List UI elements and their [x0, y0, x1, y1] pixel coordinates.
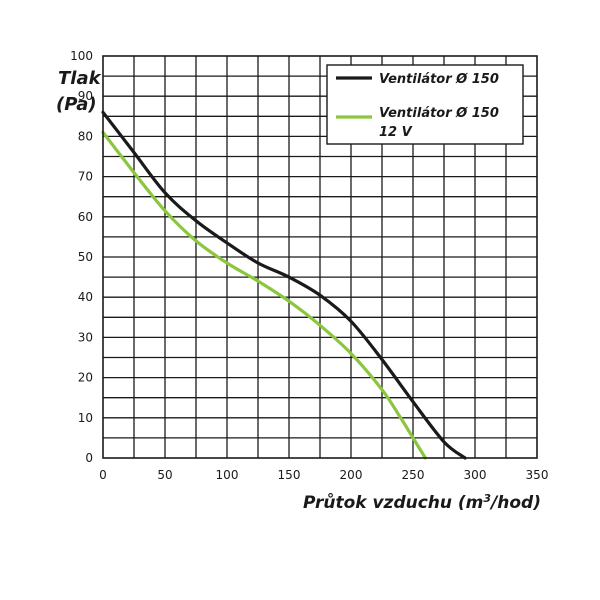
x-tick-label: 100 [216, 468, 239, 482]
y-tick-label: 100 [70, 49, 93, 63]
y-tick-label: 40 [78, 290, 93, 304]
x-tick-label: 300 [464, 468, 487, 482]
x-tick-label: 50 [157, 468, 172, 482]
y-tick-label: 70 [78, 170, 93, 184]
y-tick-label: 50 [78, 250, 93, 264]
y-tick-label: 60 [78, 210, 93, 224]
x-tick-label: 150 [278, 468, 301, 482]
x-tick-label: 350 [526, 468, 549, 482]
series-line-ventilator [101, 110, 467, 460]
y-tick-label: 80 [78, 129, 93, 143]
y-tick-label: 30 [78, 330, 93, 344]
x-tick-label: 200 [340, 468, 363, 482]
legend-label-ventilator-12v-line-2: 12 V [379, 125, 413, 140]
series-line-ventilator-12v [101, 130, 427, 460]
y-axis-title-line-1: Tlak [58, 68, 102, 89]
y-axis-title-line-2: (Pa) [56, 94, 97, 115]
legend: Ventilátor Ø 150 Ventilátor Ø 150 12 V [326, 64, 524, 145]
tick-layer: 0 50 100 150 200 250 300 350 0 10 20 30 40 50 60 70 80 90… [70, 49, 548, 482]
y-tick-label: 0 [85, 451, 93, 465]
y-tick-label: 90 [78, 89, 93, 103]
y-tick-label: 10 [78, 411, 93, 425]
x-tick-label: 0 [99, 468, 107, 482]
series-layer [101, 110, 467, 460]
x-axis-title: Průtok vzduchu (m3/hod) [303, 492, 541, 514]
legend-label-ventilator: Ventilátor Ø 150 [379, 72, 499, 87]
y-tick-label: 20 [78, 371, 93, 385]
x-tick-label: 250 [402, 468, 425, 482]
plot-frame [102, 55, 538, 459]
legend-label-ventilator-12v-line-1: Ventilátor Ø 150 [379, 106, 499, 121]
